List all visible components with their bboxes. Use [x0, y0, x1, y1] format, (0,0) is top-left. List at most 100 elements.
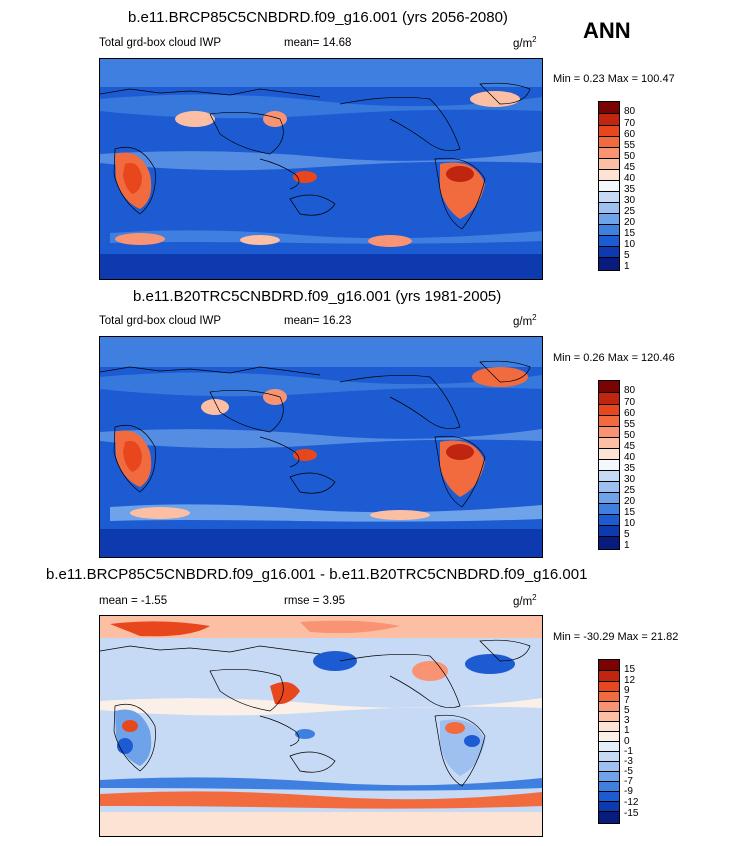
- colorbar-label: 60: [624, 408, 636, 419]
- panel-2-colorbar: [598, 380, 620, 550]
- colorbar-label: 55: [624, 419, 636, 430]
- colorbar-box: [599, 762, 619, 772]
- colorbar-label: 15: [624, 664, 636, 675]
- colorbar-label: -3: [624, 756, 633, 767]
- colorbar-box: [599, 203, 619, 214]
- panel-2-units: g/m2: [513, 313, 537, 328]
- colorbar-box: [599, 170, 619, 181]
- colorbar-label: 20: [624, 217, 636, 228]
- colorbar-box: [599, 381, 619, 393]
- colorbar-label: 80: [624, 385, 636, 396]
- colorbar-box: [599, 802, 619, 812]
- colorbar-box: [599, 148, 619, 159]
- colorbar-label: 70: [624, 118, 636, 129]
- colorbar-box: [599, 471, 619, 482]
- colorbar-label: 30: [624, 195, 636, 206]
- colorbar-label: 60: [624, 129, 636, 140]
- season-label: ANN: [583, 18, 631, 43]
- panel-3-colorbar: [598, 659, 620, 824]
- colorbar-box: [599, 393, 619, 405]
- colorbar-label: 10: [624, 518, 636, 529]
- colorbar-label: 50: [624, 151, 636, 162]
- colorbar-label: 55: [624, 140, 636, 151]
- colorbar-box: [599, 482, 619, 493]
- colorbar-box: [599, 782, 619, 792]
- colorbar-box: [599, 247, 619, 258]
- colorbar-box: [599, 258, 619, 270]
- colorbar-label: 40: [624, 173, 636, 184]
- colorbar-box: [599, 526, 619, 537]
- colorbar-label: 3: [624, 715, 630, 726]
- panel-1-minmax: Min = 0.23 Max = 100.47: [553, 73, 675, 85]
- colorbar-label: 20: [624, 496, 636, 507]
- colorbar-label: 1: [624, 725, 630, 736]
- colorbar-label: 40: [624, 452, 636, 463]
- colorbar-box: [599, 114, 619, 126]
- panel-3-title: b.e11.BRCP85C5CNBDRD.f09_g16.001 - b.e11…: [46, 566, 588, 583]
- panel-1-colorbar: [598, 101, 620, 271]
- panel-2-title: b.e11.B20TRC5CNBDRD.f09_g16.001 (yrs 198…: [133, 288, 502, 305]
- colorbar-label: 1: [624, 540, 630, 551]
- colorbar-box: [599, 449, 619, 460]
- colorbar-box: [599, 772, 619, 782]
- colorbar-box: [599, 192, 619, 203]
- panel-1-title: b.e11.BRCP85C5CNBDRD.f09_g16.001 (yrs 20…: [128, 9, 508, 26]
- colorbar-label: 50: [624, 430, 636, 441]
- colorbar-box: [599, 671, 619, 682]
- colorbar-label: -9: [624, 786, 633, 797]
- colorbar-label: -15: [624, 808, 639, 819]
- colorbar-label: 30: [624, 474, 636, 485]
- colorbar-label: 0: [624, 736, 630, 747]
- colorbar-box: [599, 405, 619, 416]
- panel-2-variable-label: Total grd-box cloud IWP: [99, 315, 222, 327]
- colorbar-box: [599, 416, 619, 427]
- panel-1-units: g/m2: [513, 35, 537, 50]
- colorbar-box: [599, 493, 619, 504]
- colorbar-label: 12: [624, 675, 636, 686]
- colorbar-box: [599, 460, 619, 471]
- panel-3-mean: mean = -1.55: [99, 595, 168, 607]
- panel-2-minmax: Min = 0.26 Max = 120.46: [553, 352, 675, 364]
- panel-1-variable-label: Total grd-box cloud IWP: [99, 37, 222, 49]
- colorbar-label: 10: [624, 239, 636, 250]
- colorbar-label: 7: [624, 695, 630, 706]
- colorbar-box: [599, 537, 619, 549]
- colorbar-label: 25: [624, 485, 636, 496]
- colorbar-label: 5: [624, 705, 630, 716]
- colorbar-label: -12: [624, 797, 639, 808]
- colorbar-label: 5: [624, 529, 630, 540]
- colorbar-box: [599, 214, 619, 225]
- panel-2-mean: mean= 16.23: [284, 315, 352, 327]
- colorbar-label: 45: [624, 162, 636, 173]
- colorbar-label: 1: [624, 261, 630, 272]
- panel-3-units: g/m2: [513, 593, 537, 608]
- colorbar-label: 15: [624, 228, 636, 239]
- colorbar-label: 5: [624, 250, 630, 261]
- colorbar-box: [599, 732, 619, 742]
- colorbar-label: 15: [624, 507, 636, 518]
- colorbar-box: [599, 692, 619, 702]
- colorbar-box: [599, 712, 619, 722]
- panel-3-minmax: Min = -30.29 Max = 21.82: [553, 631, 679, 643]
- panel-3-map: [99, 615, 543, 837]
- colorbar-label: 35: [624, 463, 636, 474]
- colorbar-label: -7: [624, 776, 633, 787]
- colorbar-box: [599, 742, 619, 752]
- colorbar-label: -1: [624, 746, 633, 757]
- colorbar-label: 80: [624, 106, 636, 117]
- colorbar-box: [599, 660, 619, 671]
- colorbar-box: [599, 682, 619, 692]
- colorbar-box: [599, 102, 619, 114]
- panel-1-mean: mean= 14.68: [284, 37, 352, 49]
- colorbar-box: [599, 225, 619, 236]
- colorbar-box: [599, 159, 619, 170]
- colorbar-box: [599, 812, 619, 823]
- colorbar-box: [599, 236, 619, 247]
- colorbar-box: [599, 438, 619, 449]
- colorbar-label: -5: [624, 766, 633, 777]
- colorbar-box: [599, 137, 619, 148]
- colorbar-label: 25: [624, 206, 636, 217]
- colorbar-box: [599, 792, 619, 802]
- colorbar-box: [599, 181, 619, 192]
- panel-3-rmse: rmse = 3.95: [284, 595, 346, 607]
